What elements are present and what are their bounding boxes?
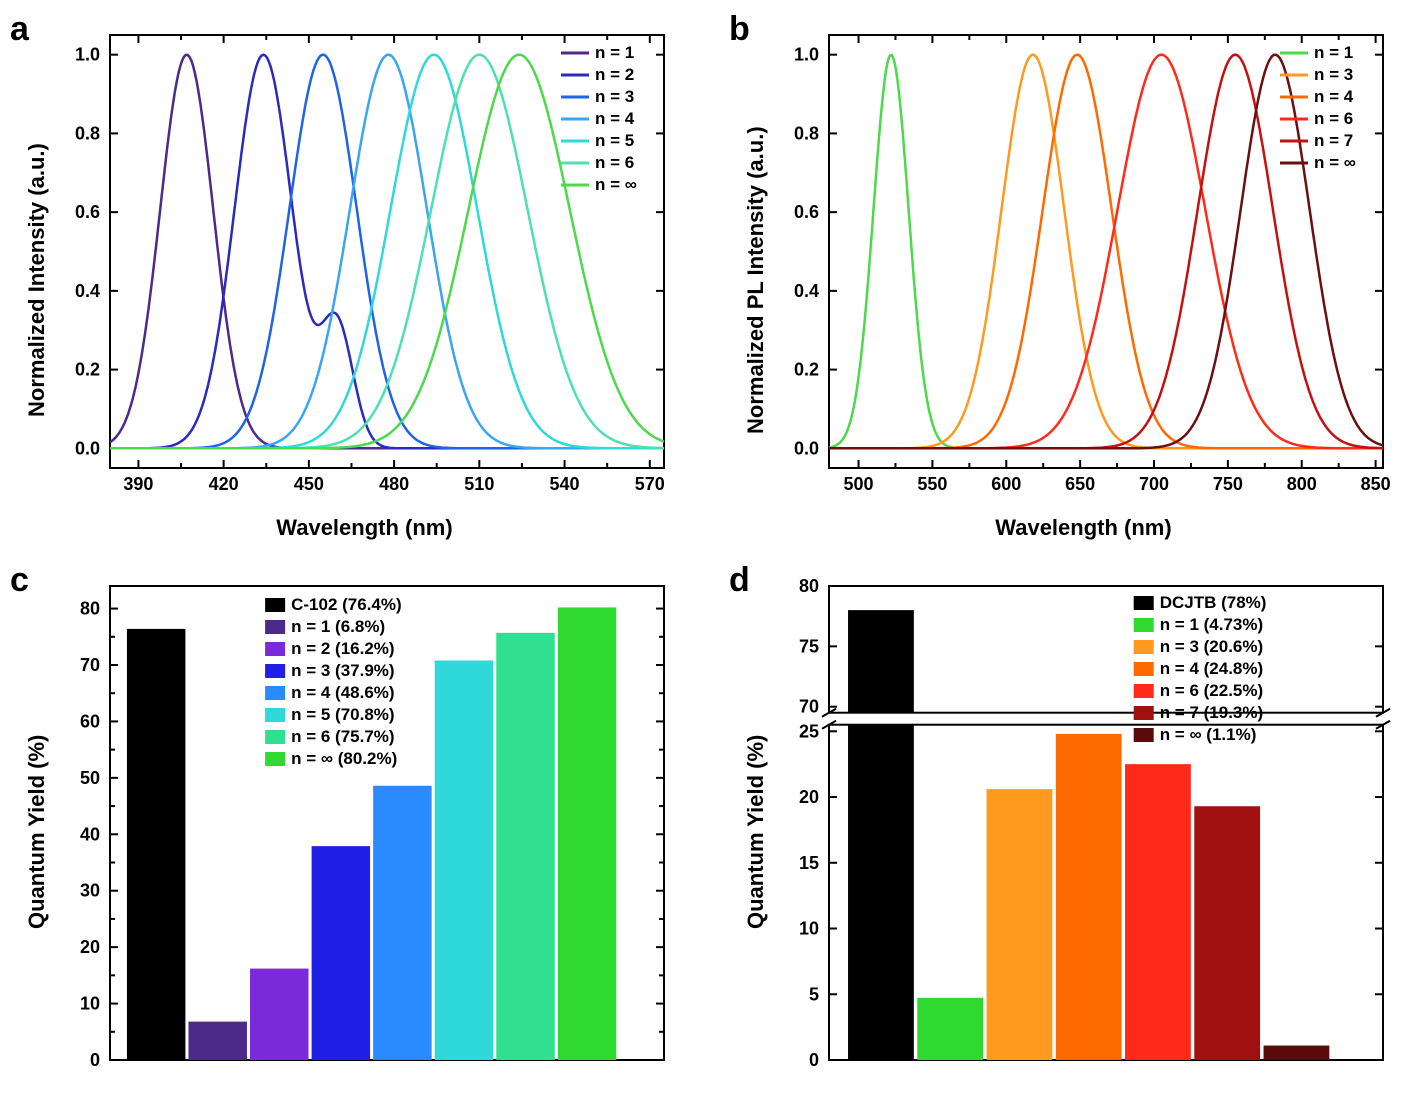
svg-text:25: 25 xyxy=(799,721,819,741)
svg-text:n = 6: n = 6 xyxy=(595,153,634,172)
svg-text:n = 5: n = 5 xyxy=(595,131,634,150)
svg-text:1.0: 1.0 xyxy=(794,45,819,65)
svg-text:10: 10 xyxy=(799,919,819,939)
svg-text:0.0: 0.0 xyxy=(75,438,100,458)
figure-grid: a Normalized Intensity (a.u.) 3904204504… xyxy=(20,20,1398,1092)
svg-text:600: 600 xyxy=(991,474,1021,494)
svg-text:850: 850 xyxy=(1361,474,1391,494)
svg-text:n = ∞: n = ∞ xyxy=(595,175,637,194)
panel-d-ylabel: Quantum Yield (%) xyxy=(739,571,769,1092)
svg-text:30: 30 xyxy=(80,881,100,901)
svg-text:750: 750 xyxy=(1213,474,1243,494)
svg-text:n = 3: n = 3 xyxy=(1314,65,1353,84)
svg-text:n = 2 (16.2%): n = 2 (16.2%) xyxy=(291,639,394,658)
svg-text:1.0: 1.0 xyxy=(75,45,100,65)
svg-text:C-102 (76.4%): C-102 (76.4%) xyxy=(291,595,402,614)
svg-text:0.6: 0.6 xyxy=(75,202,100,222)
svg-text:n = 3 (20.6%): n = 3 (20.6%) xyxy=(1160,637,1263,656)
svg-text:n = 1: n = 1 xyxy=(595,43,634,62)
svg-text:20: 20 xyxy=(799,787,819,807)
svg-text:480: 480 xyxy=(379,474,409,494)
svg-text:390: 390 xyxy=(123,474,153,494)
svg-text:n = 6 (75.7%): n = 6 (75.7%) xyxy=(291,727,394,746)
panel-b-plot: 500 550 600 650 700 750 800 850 0.0 0.2 0.4 0.6 0.8 1… xyxy=(769,20,1398,513)
panel-c-ylabel: Quantum Yield (%) xyxy=(20,571,50,1092)
svg-text:0.8: 0.8 xyxy=(75,123,100,143)
svg-text:0: 0 xyxy=(90,1050,100,1070)
panel-c: c Quantum Yield (%) 01020304050607080C-1… xyxy=(20,571,679,1092)
svg-text:50: 50 xyxy=(80,768,100,788)
svg-text:70: 70 xyxy=(799,697,819,717)
svg-text:n = 7 (19.3%): n = 7 (19.3%) xyxy=(1160,703,1263,722)
svg-text:5: 5 xyxy=(809,984,819,1004)
svg-text:540: 540 xyxy=(550,474,580,494)
svg-text:0.2: 0.2 xyxy=(75,360,100,380)
svg-text:40: 40 xyxy=(80,824,100,844)
svg-text:500: 500 xyxy=(844,474,874,494)
svg-text:550: 550 xyxy=(917,474,947,494)
svg-text:0.0: 0.0 xyxy=(794,438,819,458)
svg-text:n = 4 (48.6%): n = 4 (48.6%) xyxy=(291,683,394,702)
svg-text:70: 70 xyxy=(80,655,100,675)
svg-text:60: 60 xyxy=(80,711,100,731)
svg-text:n = 2: n = 2 xyxy=(595,65,634,84)
svg-text:n = 7: n = 7 xyxy=(1314,131,1353,150)
panel-a: a Normalized Intensity (a.u.) 3904204504… xyxy=(20,20,679,541)
svg-text:n = ∞ (1.1%): n = ∞ (1.1%) xyxy=(1160,725,1257,744)
svg-text:DCJTB (78%): DCJTB (78%) xyxy=(1160,593,1267,612)
svg-text:20: 20 xyxy=(80,937,100,957)
svg-text:650: 650 xyxy=(1065,474,1095,494)
svg-text:700: 700 xyxy=(1139,474,1169,494)
panel-a-xlabel: Wavelength (nm) xyxy=(50,515,679,541)
panel-a-ylabel: Normalized Intensity (a.u.) xyxy=(20,20,50,541)
svg-text:80: 80 xyxy=(80,599,100,619)
panel-b-xlabel: Wavelength (nm) xyxy=(769,515,1398,541)
svg-text:n = 4 (24.8%): n = 4 (24.8%) xyxy=(1160,659,1263,678)
svg-text:n = 6 (22.5%): n = 6 (22.5%) xyxy=(1160,681,1263,700)
svg-text:n = 3 (37.9%): n = 3 (37.9%) xyxy=(291,661,394,680)
svg-text:n = 3: n = 3 xyxy=(595,87,634,106)
panel-b: b Normalized PL Intensity (a.u.) 5005506… xyxy=(739,20,1398,541)
panel-d: d Quantum Yield (%) 7075800510152025DCJT… xyxy=(739,571,1398,1092)
svg-text:0.2: 0.2 xyxy=(794,360,819,380)
svg-text:n = 5 (70.8%): n = 5 (70.8%) xyxy=(291,705,394,724)
panel-b-ylabel: Normalized PL Intensity (a.u.) xyxy=(739,20,769,541)
svg-text:420: 420 xyxy=(209,474,239,494)
svg-text:75: 75 xyxy=(799,636,819,656)
svg-text:510: 510 xyxy=(464,474,494,494)
svg-text:n = 1: n = 1 xyxy=(1314,43,1353,62)
svg-text:80: 80 xyxy=(799,576,819,596)
svg-text:450: 450 xyxy=(294,474,324,494)
svg-text:800: 800 xyxy=(1287,474,1317,494)
svg-text:0: 0 xyxy=(809,1050,819,1070)
svg-text:0.4: 0.4 xyxy=(75,281,100,301)
svg-text:0.6: 0.6 xyxy=(794,202,819,222)
svg-text:n = ∞: n = ∞ xyxy=(1314,153,1356,172)
svg-text:n = 6: n = 6 xyxy=(1314,109,1353,128)
svg-text:n = 1 (6.8%): n = 1 (6.8%) xyxy=(291,617,385,636)
svg-text:n = ∞ (80.2%): n = ∞ (80.2%) xyxy=(291,749,397,768)
svg-text:0.8: 0.8 xyxy=(794,123,819,143)
svg-text:n = 4: n = 4 xyxy=(595,109,635,128)
svg-text:570: 570 xyxy=(635,474,665,494)
panel-c-plot: 0 10 20 30 40 50 60 70 80 C-102 (76.4%) n = 1 (6.8… xyxy=(50,571,679,1090)
panel-d-plot: 70 75 80 0 5 10 15 20 25 DCJTB (78%) n = 1 (4.73%)… xyxy=(769,571,1398,1090)
svg-text:n = 1 (4.73%): n = 1 (4.73%) xyxy=(1160,615,1263,634)
svg-text:10: 10 xyxy=(80,994,100,1014)
panel-a-plot: 390 420 450 480 510 540 570 0.0 0.2 0.4 0.6 0.8 1.0 n… xyxy=(50,20,679,513)
svg-text:15: 15 xyxy=(799,853,819,873)
svg-text:n = 4: n = 4 xyxy=(1314,87,1354,106)
svg-text:0.4: 0.4 xyxy=(794,281,819,301)
